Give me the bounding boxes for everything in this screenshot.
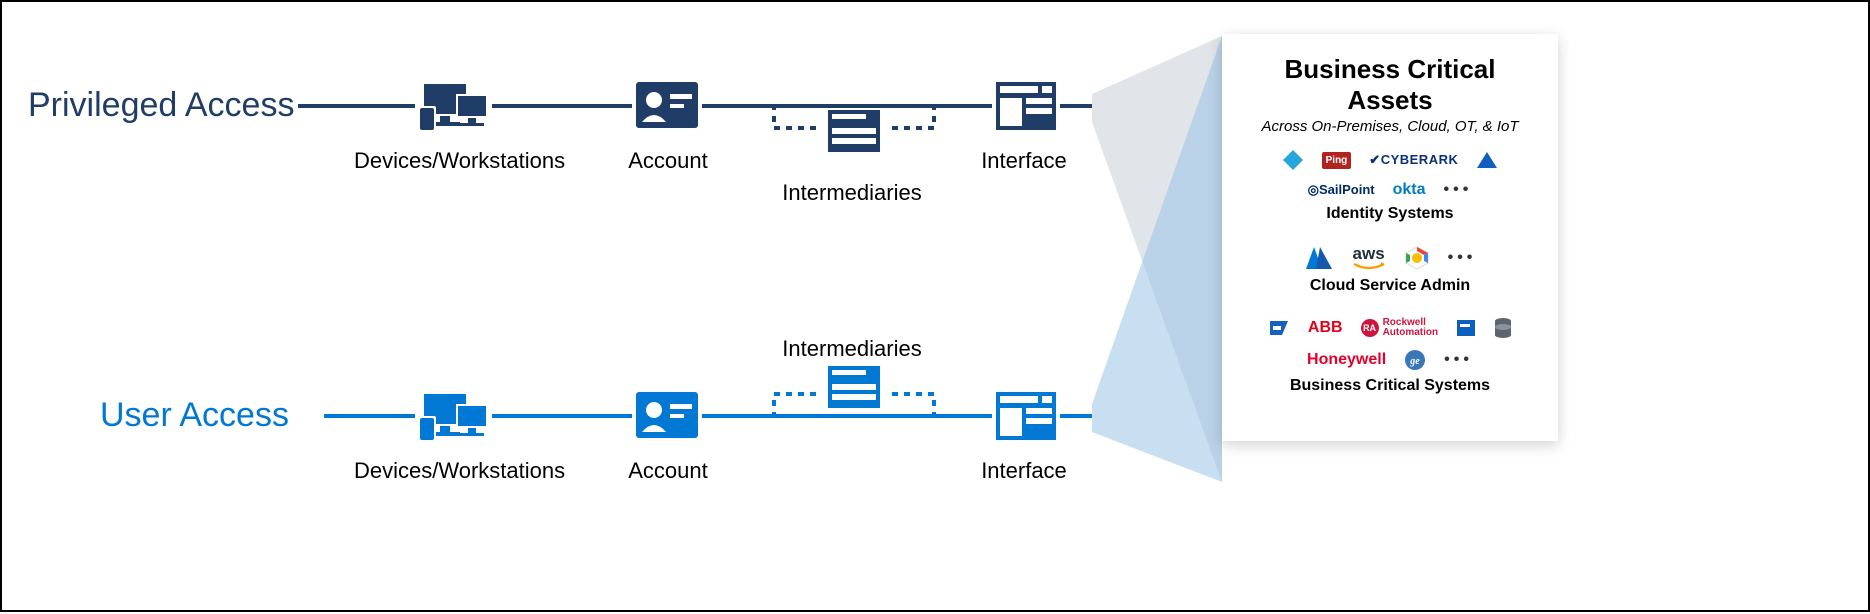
user-interface-label: Interface — [974, 458, 1074, 484]
sap-icon — [1268, 319, 1290, 337]
assets-panel: Business Critical Assets Across On-Premi… — [1222, 34, 1558, 441]
ping-icon: Ping — [1322, 152, 1352, 169]
priv-seg-1 — [298, 104, 415, 108]
ellipsis: ••• — [1444, 351, 1473, 369]
sailpoint-logo: ◎SailPoint — [1308, 182, 1375, 198]
priv-intermediaries-label: Intermediaries — [772, 180, 932, 206]
oracle-icon — [1494, 317, 1512, 339]
azure-icon — [1304, 245, 1334, 271]
gcp-icon — [1404, 245, 1430, 271]
devices-icon — [416, 80, 492, 136]
aws-logo: aws — [1352, 246, 1386, 269]
ellipsis: ••• — [1444, 181, 1473, 199]
group-label: Cloud Service Admin — [1240, 277, 1540, 295]
logo-row: ABB RA RockwellAutomation Honeywell ge ••• — [1240, 317, 1540, 371]
user-seg-2 — [492, 414, 632, 418]
swift-icon — [1456, 319, 1476, 337]
diagram-frame: Privileged Access Devices/Workstations A… — [0, 0, 1870, 612]
user-account-label: Account — [608, 458, 728, 484]
account-icon — [634, 78, 700, 134]
user-row-title: User Access — [100, 396, 289, 435]
interface-icon — [994, 80, 1058, 132]
aad-icon — [1282, 149, 1304, 171]
logo-row: Ping ✔CYBERARK ◎SailPoint okta ••• — [1240, 149, 1540, 199]
abb-logo: ABB — [1308, 319, 1343, 337]
group-label: Business Critical Systems — [1240, 377, 1540, 395]
user-seg-4 — [1060, 414, 1092, 418]
group-label: Identity Systems — [1240, 205, 1540, 223]
user-devices-icon — [416, 390, 492, 446]
privileged-row-title: Privileged Access — [28, 86, 294, 125]
priv-seg-4 — [1060, 104, 1092, 108]
honeywell-logo: Honeywell — [1307, 351, 1386, 369]
ge-icon: ge — [1404, 349, 1426, 371]
user-intermediaries-label: Intermediaries — [772, 336, 932, 362]
svg-text:ge: ge — [1409, 356, 1420, 367]
user-interface-icon — [994, 390, 1058, 442]
priv-devices-label: Devices/Workstations — [354, 148, 554, 174]
user-seg-1 — [324, 414, 415, 418]
panel-title: Business Critical Assets — [1240, 54, 1540, 116]
priv-intermediaries-icon — [772, 102, 936, 174]
ellipsis: ••• — [1448, 249, 1477, 267]
user-intermediaries-icon — [772, 360, 936, 422]
panel-subtitle: Across On-Premises, Cloud, OT, & IoT — [1240, 118, 1540, 135]
user-account-icon — [634, 388, 700, 444]
okta-logo: okta — [1393, 181, 1426, 199]
adfs-icon — [1476, 150, 1498, 170]
panel-groups: Ping ✔CYBERARK ◎SailPoint okta ••• Identity S… — [1240, 149, 1540, 395]
priv-interface-label: Interface — [974, 148, 1074, 174]
priv-seg-2 — [492, 104, 632, 108]
priv-account-label: Account — [608, 148, 728, 174]
user-devices-label: Devices/Workstations — [354, 458, 554, 484]
rockwell-logo: RA RockwellAutomation — [1361, 318, 1439, 338]
cyberark-logo: ✔CYBERARK — [1369, 152, 1458, 168]
logo-row: aws ••• — [1240, 245, 1540, 271]
